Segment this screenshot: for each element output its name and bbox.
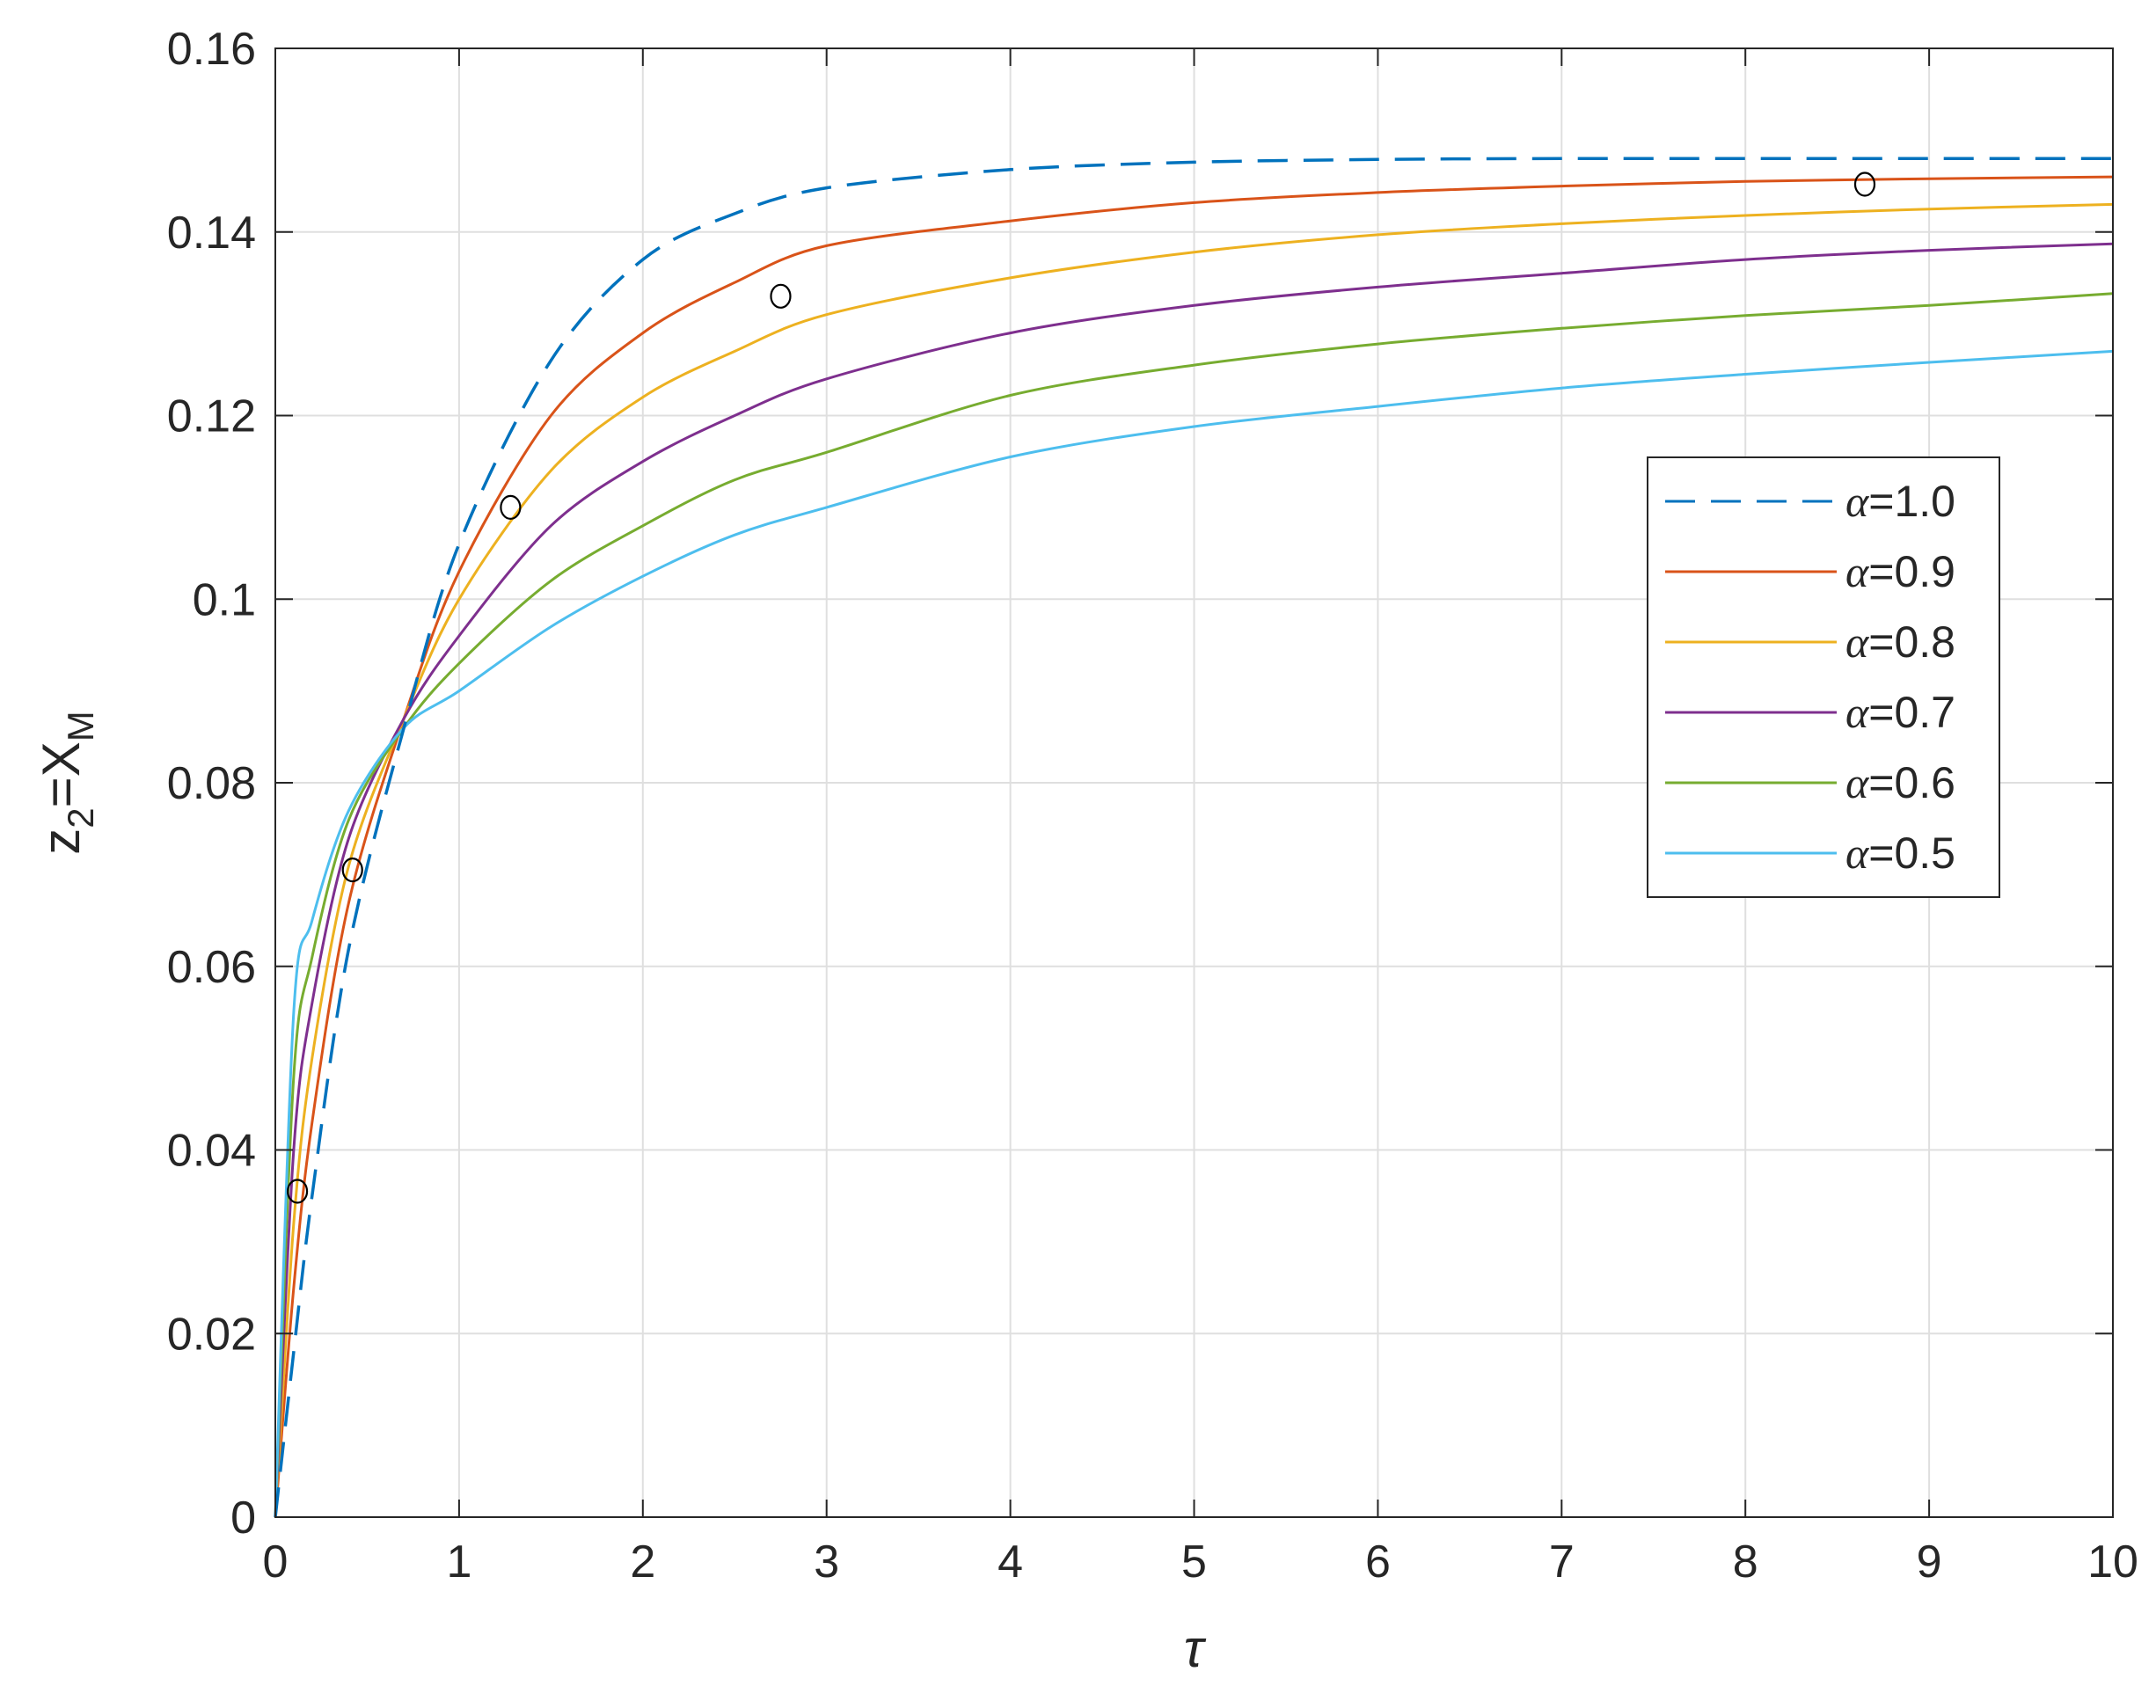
x-tick-label: 7 — [1549, 1536, 1575, 1588]
series-line-1 — [274, 157, 2113, 1518]
x-tick-label: 4 — [998, 1536, 1023, 1588]
legend: α=1.0 α=0.9 α=0.8 α=0.7 α=0.6 α=0.5 — [1647, 456, 2000, 898]
y-axis-title-eq-sub: M — [60, 711, 101, 741]
svg-text:z2=XM: z2=XM — [32, 711, 101, 854]
x-tick-label: 2 — [630, 1536, 655, 1588]
y-tick-label: 0.08 — [167, 758, 256, 809]
legend-label-4: α=0.7 — [1845, 688, 1955, 737]
series-line-6 — [274, 349, 2114, 1518]
tick-labels: 0 1 2 3 4 5 6 7 8 9 10 0 0.02 0.04 0.06 0.08 0.1 0.12 0.14… — [167, 24, 2138, 1588]
legend-box — [1647, 456, 2000, 898]
y-tick-label: 0 — [230, 1493, 256, 1544]
x-tick-label: 1 — [446, 1536, 471, 1588]
open-circle-marker — [286, 1179, 309, 1204]
x-tick-label: 10 — [2087, 1536, 2138, 1588]
series-line-4 — [274, 242, 2114, 1518]
legend-label-1: α=1.0 — [1845, 477, 1955, 526]
legend-label-3: α=0.8 — [1845, 617, 1955, 667]
series-line-3 — [274, 202, 2114, 1518]
y-axis-title-base: z — [32, 828, 91, 855]
open-circle-marker — [770, 283, 792, 309]
legend-label-6: α=0.5 — [1845, 828, 1955, 878]
x-axis-title: τ — [1184, 1619, 1207, 1678]
legend-label-2: α=0.9 — [1845, 547, 1955, 596]
y-tick-label: 0.12 — [167, 391, 256, 442]
data-markers — [286, 172, 1876, 1204]
axis-ticks — [274, 47, 2114, 1518]
y-tick-label: 0.02 — [167, 1309, 256, 1360]
y-tick-label: 0.16 — [167, 24, 256, 75]
x-tick-label: 8 — [1733, 1536, 1758, 1588]
x-tick-label: 5 — [1181, 1536, 1207, 1588]
x-tick-label: 3 — [814, 1536, 839, 1588]
x-tick-label: 0 — [263, 1536, 289, 1588]
series-line-5 — [274, 292, 2114, 1518]
x-tick-label: 9 — [1917, 1536, 1942, 1588]
open-circle-marker — [500, 494, 522, 520]
series-lines — [274, 157, 2114, 1518]
y-tick-label: 0.1 — [193, 574, 256, 625]
y-axis-title-eq: =X — [32, 741, 91, 807]
y-axis-title: z2=XM — [32, 711, 101, 854]
open-circle-marker — [1853, 172, 1876, 197]
series-line-2 — [274, 175, 2114, 1518]
y-tick-label: 0.06 — [167, 942, 256, 993]
x-tick-label: 6 — [1365, 1536, 1391, 1588]
open-circle-marker — [341, 858, 363, 883]
y-tick-label: 0.04 — [167, 1126, 256, 1177]
legend-label-5: α=0.6 — [1845, 758, 1955, 807]
y-axis-title-base-sub: 2 — [60, 807, 101, 828]
y-tick-label: 0.14 — [167, 208, 256, 259]
